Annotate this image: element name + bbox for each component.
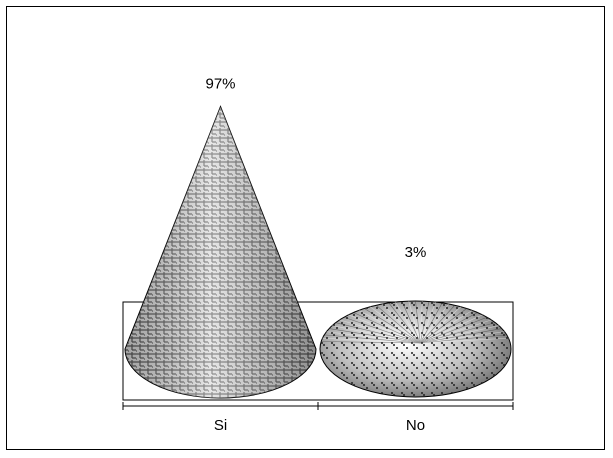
chart-labels: 97% Si 3% No bbox=[205, 76, 426, 435]
floor-box bbox=[122, 301, 514, 401]
x-tick-label-no: No bbox=[406, 417, 425, 434]
chart-axes bbox=[122, 301, 514, 410]
data-label-si: 97% bbox=[205, 76, 235, 93]
chart-frame bbox=[6, 6, 605, 450]
chart-marks bbox=[124, 105, 512, 399]
cone-disk-texture bbox=[320, 301, 511, 397]
cone-shading bbox=[125, 106, 316, 398]
x-tick-label-si: Si bbox=[214, 417, 227, 434]
cone-no bbox=[319, 300, 512, 398]
data-label-no: 3% bbox=[405, 244, 427, 261]
